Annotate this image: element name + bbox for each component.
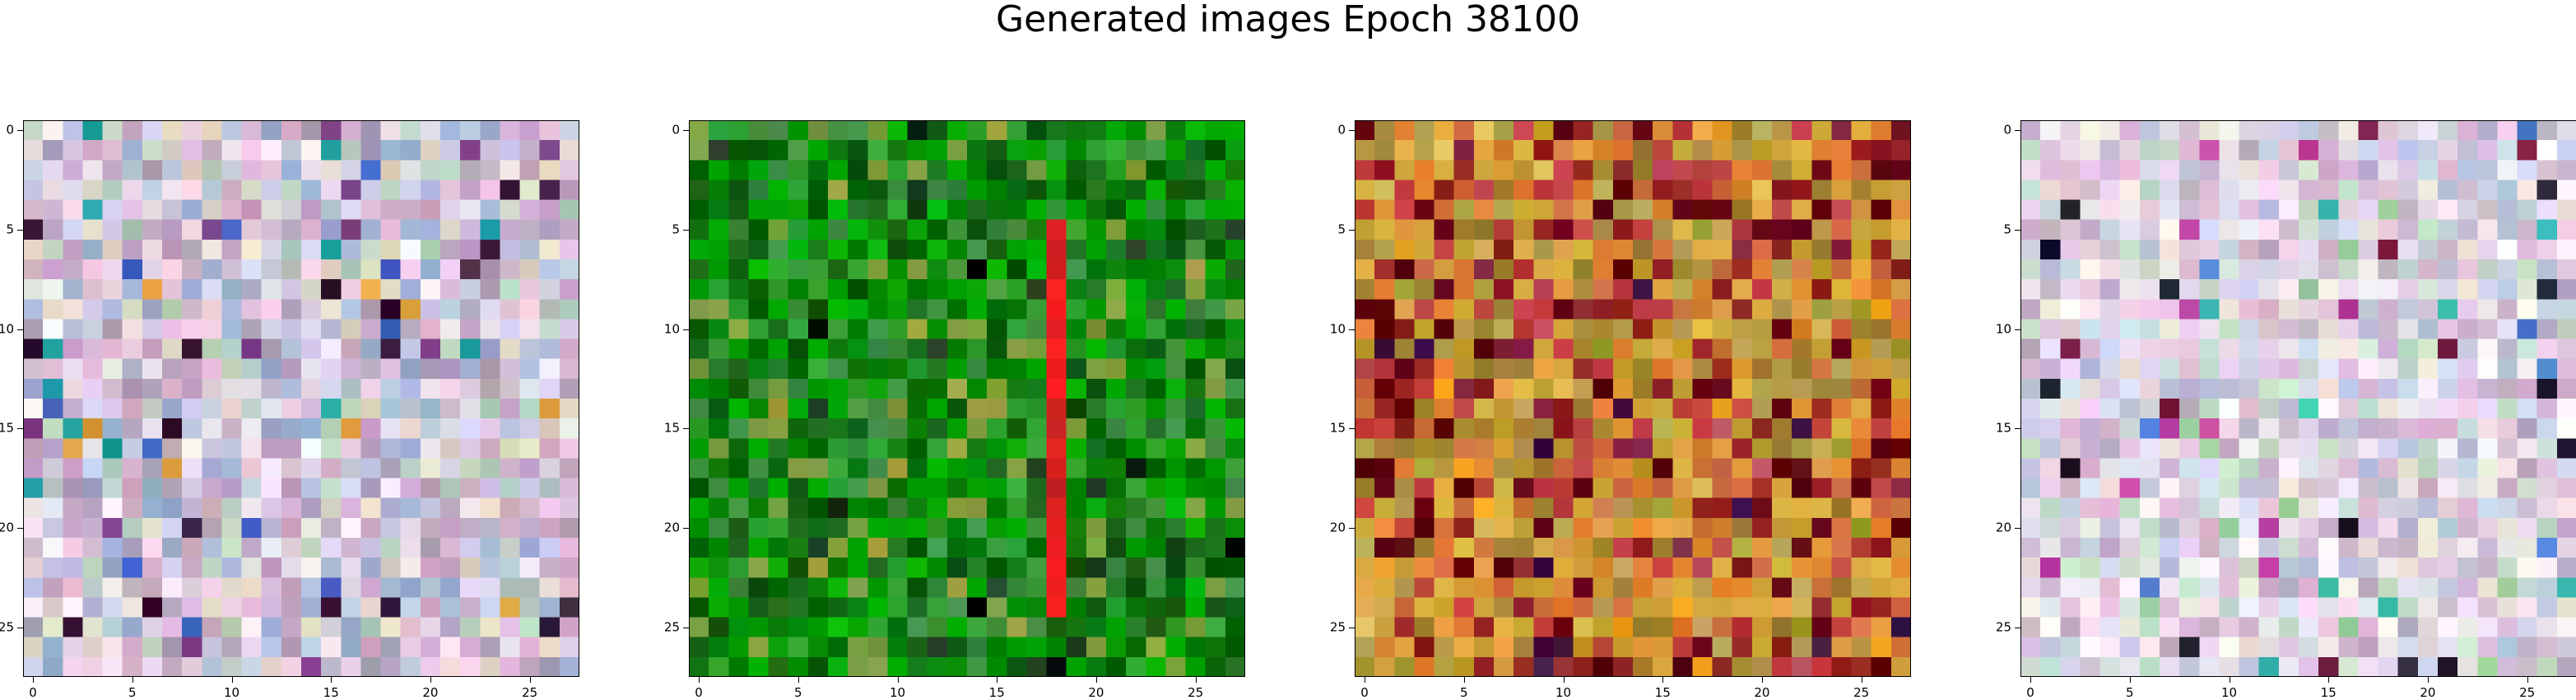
x-tick-mark [699,677,700,683]
y-tick-label: 25 [663,619,680,635]
y-tick-mark [683,428,689,430]
x-tick-mark [1662,677,1664,683]
figure-title: Generated images Epoch 38100 [995,0,1581,40]
y-tick-label: 25 [1329,619,1346,635]
y-tick-label: 15 [1329,420,1346,436]
generated-image-panel-3: 0 0 5 5 10 10 15 15 20 20 25 25 [1330,120,1911,699]
y-tick-label: 10 [663,321,680,336]
x-tick-mark [1463,677,1465,683]
y-tick-mark [683,229,689,231]
y-tick-mark [683,130,689,132]
y-tick-mark [1349,229,1355,231]
x-tick-mark [2328,677,2330,683]
y-tick-label: 5 [1337,222,1346,237]
y-tick-mark [2015,130,2020,132]
x-tick-label: 25 [1853,685,1870,700]
x-tick-mark [331,677,332,683]
generated-image-1 [23,120,579,677]
y-tick-mark [17,527,23,529]
x-tick-label: 0 [29,685,37,700]
x-tick-mark [2527,677,2528,683]
x-tick-mark [2427,677,2429,683]
x-tick-mark [430,677,431,683]
y-tick-label: 20 [1329,520,1346,535]
x-tick-mark [1095,677,1097,683]
y-tick-mark [17,229,23,231]
x-tick-label: 10 [1555,685,1572,700]
x-tick-mark [1195,677,1197,683]
x-tick-label: 0 [2026,685,2034,700]
x-tick-label: 25 [2519,685,2536,700]
y-tick-label: 25 [1995,619,2011,635]
x-tick-label: 20 [1754,685,1770,700]
x-tick-label: 10 [889,685,906,700]
x-tick-mark [1761,677,1763,683]
y-tick-label: 20 [663,520,680,535]
x-tick-mark [529,677,531,683]
y-tick-mark [2015,329,2020,330]
x-tick-label: 20 [1088,685,1104,700]
x-tick-label: 10 [223,685,240,700]
x-tick-mark [897,677,899,683]
y-tick-mark [1349,527,1355,529]
generated-image-panel-1: 0 0 5 5 10 10 15 15 20 20 25 25 [0,120,579,699]
y-tick-label: 0 [6,122,14,138]
generated-image-3 [1355,120,1911,677]
y-tick-mark [1349,130,1355,132]
x-tick-label: 0 [1360,685,1369,700]
y-tick-mark [17,329,23,330]
x-tick-label: 20 [2420,685,2436,700]
generated-image-panel-2: 0 0 5 5 10 10 15 15 20 20 25 25 [664,120,1245,699]
y-tick-label: 15 [1995,420,2011,436]
generated-image-panel-4: 0 0 5 5 10 10 15 15 20 20 25 25 [1996,120,2576,699]
y-tick-label: 10 [0,321,14,336]
generated-image-4 [2020,120,2576,677]
x-tick-label: 5 [128,685,137,700]
x-tick-mark [2129,677,2131,683]
y-tick-mark [1349,428,1355,430]
y-tick-label: 20 [1995,520,2011,535]
y-tick-label: 20 [0,520,14,535]
y-tick-label: 10 [1995,321,2011,336]
y-tick-mark [683,527,689,529]
y-tick-label: 5 [672,222,680,237]
y-tick-mark [17,428,23,430]
y-tick-mark [2015,428,2020,430]
y-tick-mark [2015,527,2020,529]
x-tick-label: 15 [1654,685,1671,700]
y-tick-label: 0 [2003,122,2011,138]
y-tick-label: 15 [0,420,14,436]
x-tick-mark [2030,677,2032,683]
y-tick-label: 0 [1337,122,1346,138]
x-tick-label: 15 [2320,685,2337,700]
x-tick-label: 15 [323,685,339,700]
x-tick-label: 25 [522,685,538,700]
y-tick-mark [683,329,689,330]
y-tick-label: 0 [672,122,680,138]
x-tick-label: 5 [1460,685,1468,700]
x-tick-mark [797,677,799,683]
y-tick-label: 5 [6,222,14,237]
x-tick-mark [231,677,233,683]
y-tick-label: 25 [0,619,14,635]
x-tick-label: 25 [1188,685,1204,700]
x-tick-mark [1563,677,1565,683]
generated-image-2 [689,120,1245,677]
x-tick-mark [33,677,35,683]
x-tick-label: 0 [695,685,703,700]
x-tick-label: 5 [794,685,802,700]
y-tick-label: 5 [2003,222,2011,237]
y-tick-label: 15 [663,420,680,436]
x-tick-label: 10 [2220,685,2238,700]
y-tick-mark [17,130,23,132]
y-tick-mark [2015,229,2020,231]
y-tick-mark [1349,329,1355,330]
x-tick-label: 15 [988,685,1005,700]
x-tick-label: 5 [2126,685,2134,700]
y-tick-label: 10 [1329,321,1346,336]
x-tick-label: 20 [422,685,439,700]
